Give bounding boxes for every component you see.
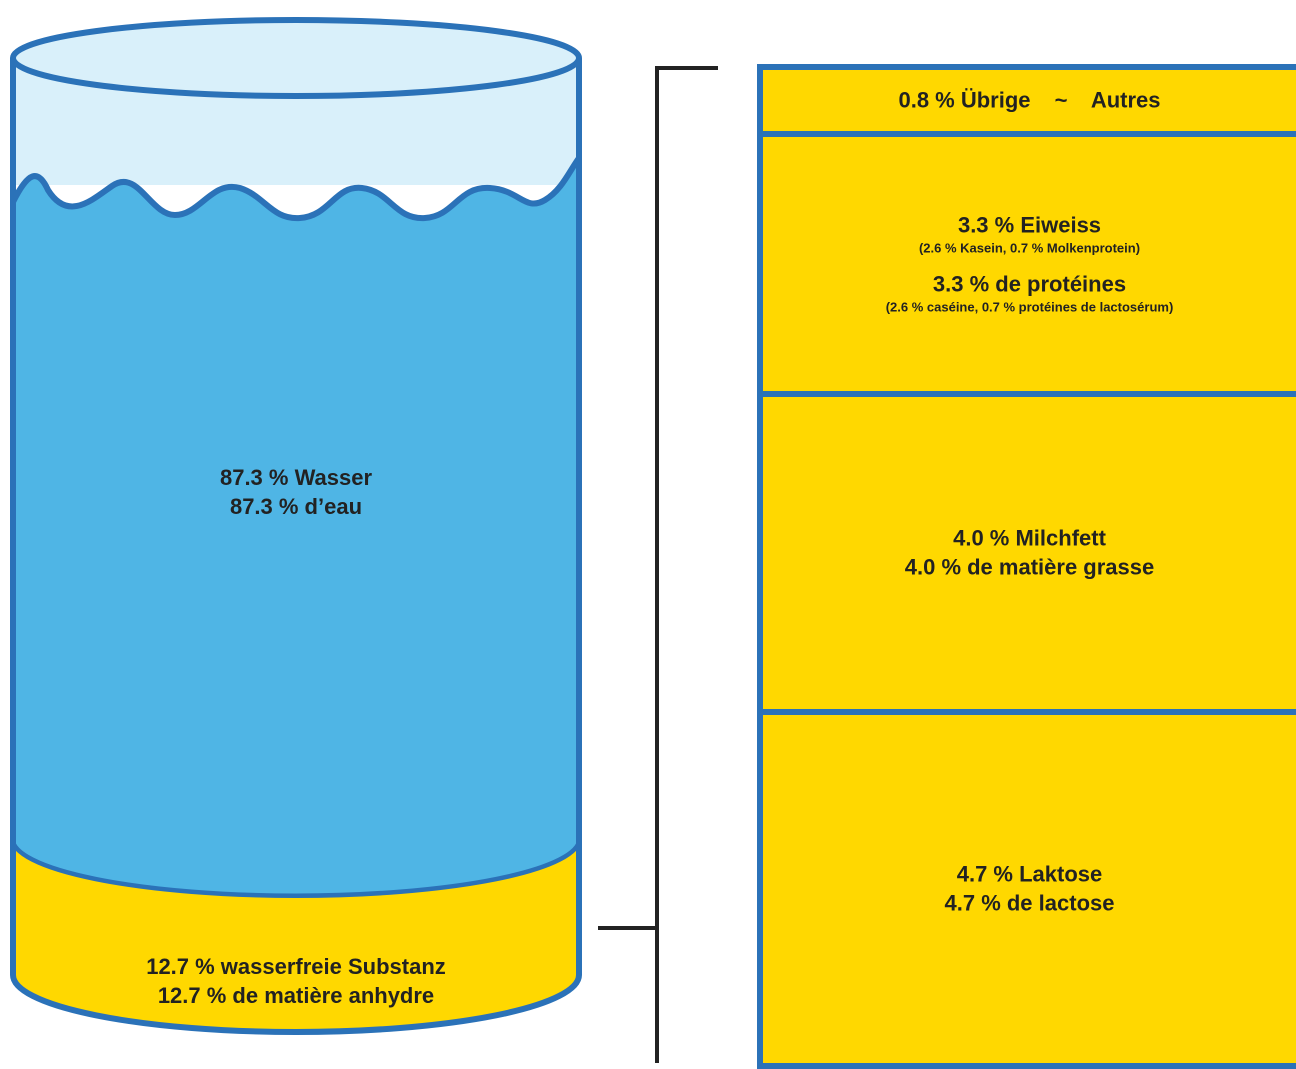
- water-wave-line: [10, 156, 582, 222]
- milk-fat-label: 4.0 % Milchfett 4.0 % de matière grasse: [763, 524, 1296, 581]
- water-solids-boundary: [11, 837, 581, 897]
- protein-label-fr: 3.3 % de protéines: [932, 272, 1127, 297]
- lactose-label: 4.7 % Laktose 4.7 % de lactose: [763, 860, 1296, 917]
- dry-matter-label: 12.7 % wasserfreie Substanz 12.7 % de ma…: [86, 953, 506, 1010]
- protein-cell: 3.3 % Eiweiss (2.6 % Kasein, 0.7 % Molke…: [757, 131, 1296, 397]
- protein-label: 3.3 % Eiweiss (2.6 % Kasein, 0.7 % Molke…: [763, 212, 1296, 317]
- water-section: [13, 158, 579, 895]
- other-components-label: 0.8 % Übrige ~ Autres: [763, 86, 1296, 115]
- lactose-label-de: 4.7 % Laktose: [956, 861, 1103, 887]
- protein-detail-de: (2.6 % Kasein, 0.7 % Molkenprotein): [918, 240, 1141, 256]
- other-components-cell: 0.8 % Übrige ~ Autres: [757, 64, 1296, 137]
- protein-detail-fr: (2.6 % caséine, 0.7 % protéines de lacto…: [885, 299, 1174, 315]
- dry-matter-label-de: 12.7 % wasserfreie Substanz: [146, 954, 446, 979]
- dry-matter-label-fr: 12.7 % de matière anhydre: [157, 982, 435, 1008]
- water-label-fr: 87.3 % d’eau: [229, 493, 363, 519]
- bracket-connector: [598, 66, 718, 1063]
- protein-label-de: 3.3 % Eiweiss: [957, 212, 1102, 238]
- milk-fat-cell: 4.0 % Milchfett 4.0 % de matière grasse: [757, 391, 1296, 715]
- water-label-de: 87.3 % Wasser: [219, 465, 373, 490]
- milk-fat-label-de: 4.0 % Milchfett: [953, 525, 1106, 551]
- other-label-separator: ~: [1054, 87, 1068, 113]
- other-label-fr: Autres: [1090, 87, 1161, 113]
- water-label: 87.3 % Wasser 87.3 % d’eau: [96, 464, 496, 521]
- milk-fat-label-fr: 4.0 % de matière grasse: [904, 554, 1155, 579]
- other-label-de: 0.8 % Übrige: [898, 87, 1031, 113]
- cylinder-graphic: [10, 17, 718, 1063]
- lactose-cell: 4.7 % Laktose 4.7 % de lactose: [757, 709, 1296, 1069]
- cylinder-top-ellipse: [10, 17, 582, 99]
- lactose-label-fr: 4.7 % de lactose: [944, 890, 1115, 915]
